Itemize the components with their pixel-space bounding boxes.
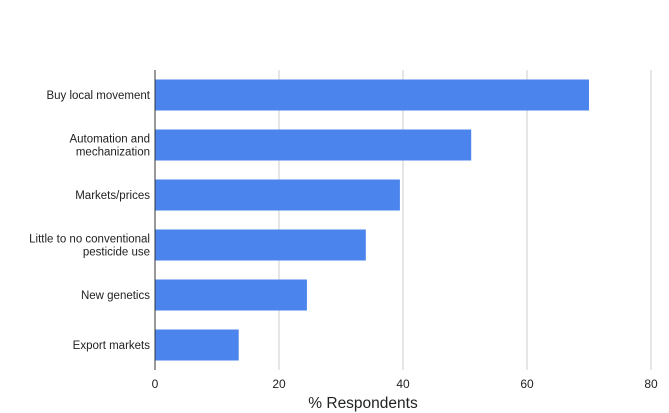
category-label: Markets/prices (75, 190, 150, 202)
category-label-line: Automation and (69, 134, 150, 146)
category-label: Little to no conventional pesticide use (29, 234, 150, 259)
grid-lines (278, 70, 652, 370)
category-label: Buy local movement (46, 90, 150, 102)
category-label-line: pesticide use (83, 247, 150, 259)
bar (155, 179, 400, 211)
bar (155, 79, 589, 111)
category-label-line: Little to no conventional (29, 234, 150, 246)
category-label-line: New genetics (81, 290, 150, 302)
x-tick-label: 0 (152, 377, 159, 391)
x-tick-label: 80 (644, 377, 658, 391)
x-tick-label: 20 (272, 377, 286, 391)
x-tick-labels: 0 20 40 60 80 (152, 377, 658, 391)
bar (155, 129, 472, 161)
bar (155, 229, 366, 261)
category-label-line: mechanization (76, 147, 150, 159)
x-tick-label: 60 (520, 377, 534, 391)
x-axis-title: % Respondents (308, 395, 418, 412)
category-label: New genetics (81, 290, 150, 302)
category-label-line: Markets/prices (75, 190, 150, 202)
bar (155, 279, 307, 311)
bar (155, 329, 239, 361)
category-label-line: Buy local movement (46, 90, 150, 102)
category-label: Automation and mechanization (69, 134, 150, 159)
category-label: Export markets (73, 340, 151, 352)
x-tick-label: 40 (396, 377, 410, 391)
category-labels: Buy local movement Automation and mechaniz… (29, 90, 151, 352)
category-label-line: Export markets (73, 340, 151, 352)
bars (155, 79, 589, 361)
